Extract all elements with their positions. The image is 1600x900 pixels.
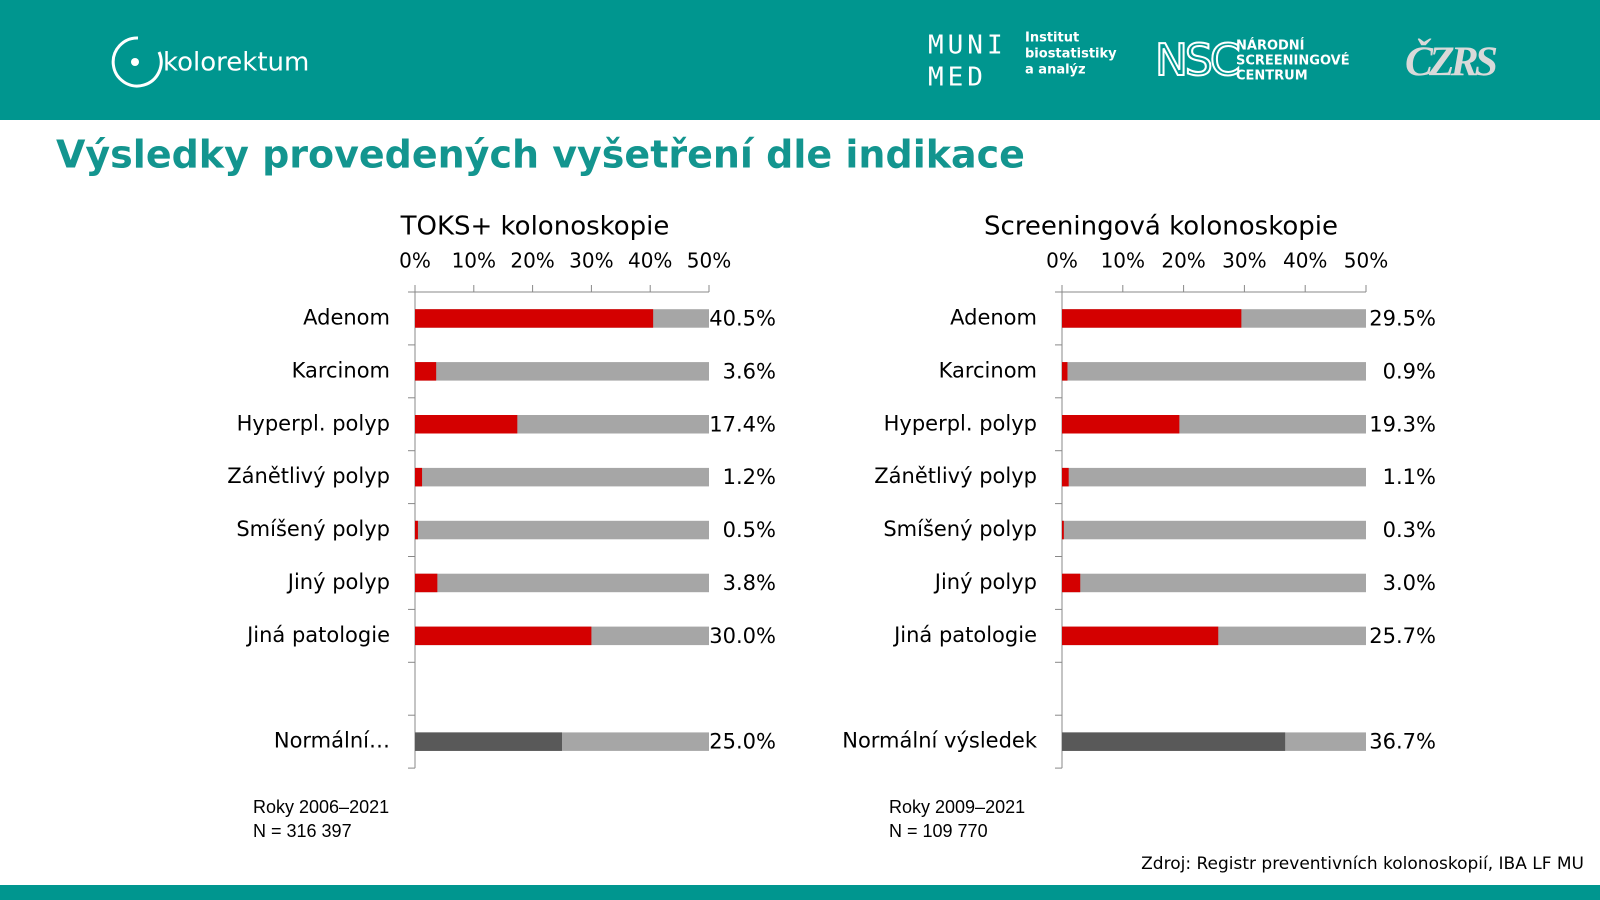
- bar-background: [1062, 467, 1366, 487]
- page-title: Výsledky provedených vyšetření dle indik…: [56, 133, 1025, 177]
- x-tick-label: 10%: [452, 249, 496, 273]
- logo-dot: [131, 58, 139, 66]
- value-label: 36.7%: [1369, 730, 1436, 754]
- category-label: Hyperpl. polyp: [884, 411, 1037, 435]
- category-label: Karcinom: [939, 358, 1037, 382]
- bar-background: [1062, 520, 1366, 540]
- institute-line: biostatistiky: [1025, 47, 1117, 62]
- x-tick-label: 50%: [687, 249, 731, 273]
- x-tick-label: 30%: [1222, 249, 1266, 273]
- bar: [1062, 309, 1242, 328]
- bar: [415, 467, 423, 487]
- chart-title: TOKS+ kolonoskopie: [400, 212, 670, 242]
- bar: [1062, 415, 1180, 434]
- x-tick-label: 0%: [399, 249, 431, 273]
- bar-background: [415, 520, 709, 540]
- chart-note: N = 109 770: [889, 821, 988, 841]
- category-label: Zánětlivý polyp: [227, 464, 390, 488]
- category-label: Adenom: [303, 305, 390, 329]
- bar: [415, 362, 437, 381]
- chart-note: N = 316 397: [253, 821, 352, 841]
- institute-line: a analýz: [1025, 63, 1086, 78]
- x-tick-label: 50%: [1344, 249, 1388, 273]
- nsc-line: NÁRODNÍ: [1236, 38, 1305, 54]
- bar-background: [415, 467, 709, 487]
- category-label: Normální…: [274, 729, 390, 753]
- muni-text: MUNI: [928, 31, 1007, 61]
- value-label: 3.6%: [723, 359, 776, 383]
- category-label: Jiný polyp: [286, 570, 390, 594]
- bar: [415, 309, 654, 328]
- category-label: Zánětlivý polyp: [874, 464, 1037, 488]
- category-label: Jiná patologie: [892, 623, 1037, 647]
- x-tick-label: 30%: [569, 249, 613, 273]
- bar: [1062, 362, 1068, 381]
- value-label: 0.3%: [1383, 518, 1436, 542]
- x-tick-label: 40%: [628, 249, 672, 273]
- value-label: 40.5%: [709, 306, 776, 330]
- footer-band: [0, 885, 1600, 900]
- x-tick-label: 20%: [1161, 249, 1205, 273]
- nsc-line: SCREENINGOVÉ: [1236, 53, 1350, 69]
- bar-background: [1062, 573, 1366, 593]
- logo-text: kolorektum: [163, 48, 309, 78]
- category-label: Karcinom: [292, 358, 390, 382]
- value-label: 0.9%: [1383, 359, 1436, 383]
- category-label: Jiná patologie: [245, 623, 390, 647]
- x-tick-label: 10%: [1101, 249, 1145, 273]
- value-label: 25.7%: [1369, 624, 1436, 648]
- bar: [1062, 626, 1219, 646]
- value-label: 3.0%: [1383, 571, 1436, 595]
- kolorektum-logo: kolorektum: [111, 36, 309, 88]
- bar: [1062, 520, 1064, 540]
- institute-line: Institut: [1025, 31, 1079, 46]
- bar: [415, 415, 518, 434]
- value-label: 19.3%: [1369, 412, 1436, 436]
- source-note: Zdroj: Registr preventivních kolonoskopi…: [1141, 854, 1584, 874]
- bar-background: [415, 573, 709, 593]
- bar-background: [1062, 362, 1366, 381]
- category-label: Jiný polyp: [933, 570, 1037, 594]
- value-label: 3.8%: [723, 571, 776, 595]
- x-tick-label: 40%: [1283, 249, 1327, 273]
- category-label: Smíšený polyp: [883, 517, 1037, 541]
- bar: [415, 520, 418, 540]
- value-label: 1.2%: [723, 465, 776, 489]
- nsc-line: CENTRUM: [1236, 69, 1308, 84]
- value-label: 29.5%: [1369, 306, 1436, 330]
- category-label: Adenom: [950, 305, 1037, 329]
- category-label: Normální výsledek: [842, 729, 1038, 753]
- chart-title: Screeningová kolonoskopie: [984, 212, 1338, 242]
- bar: [415, 626, 592, 646]
- x-tick-label: 0%: [1046, 249, 1078, 273]
- value-label: 25.0%: [709, 730, 776, 754]
- value-label: 30.0%: [709, 624, 776, 648]
- x-tick-label: 20%: [510, 249, 554, 273]
- logo-ring: [111, 36, 163, 88]
- value-label: 1.1%: [1383, 465, 1436, 489]
- value-label: 17.4%: [709, 412, 776, 436]
- bar-background: [415, 362, 709, 381]
- category-label: Hyperpl. polyp: [237, 411, 390, 435]
- med-text: MED: [928, 63, 987, 93]
- header-band: [0, 0, 1600, 120]
- chart-note: Roky 2009–2021: [889, 797, 1025, 817]
- chart-note: Roky 2006–2021: [253, 797, 389, 817]
- bar: [415, 573, 438, 593]
- value-label: 0.5%: [723, 518, 776, 542]
- czrs-logo: ČZRS: [1405, 39, 1497, 86]
- bar: [1062, 732, 1286, 751]
- category-label: Smíšený polyp: [236, 517, 390, 541]
- bar: [1062, 467, 1069, 487]
- bar: [415, 732, 562, 751]
- nsc-logo: NSC: [1155, 35, 1239, 86]
- bar: [1062, 573, 1081, 593]
